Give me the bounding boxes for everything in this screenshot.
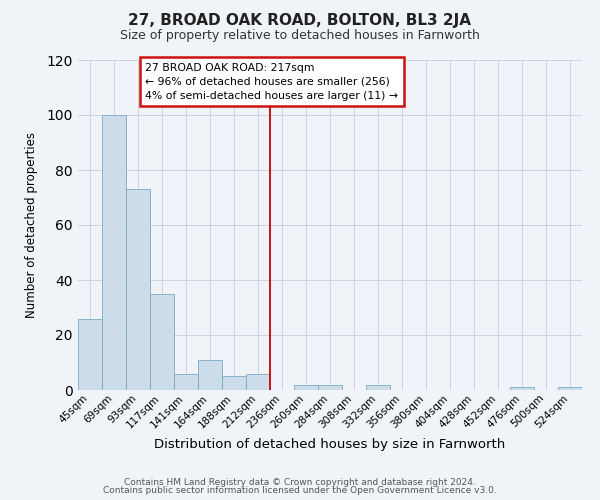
Bar xyxy=(294,384,318,390)
Bar xyxy=(102,115,126,390)
X-axis label: Distribution of detached houses by size in Farnworth: Distribution of detached houses by size … xyxy=(154,438,506,451)
Bar xyxy=(558,387,582,390)
Bar xyxy=(510,387,534,390)
Bar xyxy=(366,384,390,390)
Bar xyxy=(126,189,150,390)
Text: 27 BROAD OAK ROAD: 217sqm
← 96% of detached houses are smaller (256)
4% of semi-: 27 BROAD OAK ROAD: 217sqm ← 96% of detac… xyxy=(145,62,398,101)
Bar xyxy=(198,360,222,390)
Bar xyxy=(78,318,102,390)
Text: Contains HM Land Registry data © Crown copyright and database right 2024.: Contains HM Land Registry data © Crown c… xyxy=(124,478,476,487)
Text: 27, BROAD OAK ROAD, BOLTON, BL3 2JA: 27, BROAD OAK ROAD, BOLTON, BL3 2JA xyxy=(128,12,472,28)
Bar xyxy=(222,376,246,390)
Bar xyxy=(246,374,270,390)
Text: Contains public sector information licensed under the Open Government Licence v3: Contains public sector information licen… xyxy=(103,486,497,495)
Bar xyxy=(150,294,174,390)
Bar xyxy=(174,374,198,390)
Text: Size of property relative to detached houses in Farnworth: Size of property relative to detached ho… xyxy=(120,29,480,42)
Bar xyxy=(318,384,342,390)
Y-axis label: Number of detached properties: Number of detached properties xyxy=(25,132,38,318)
